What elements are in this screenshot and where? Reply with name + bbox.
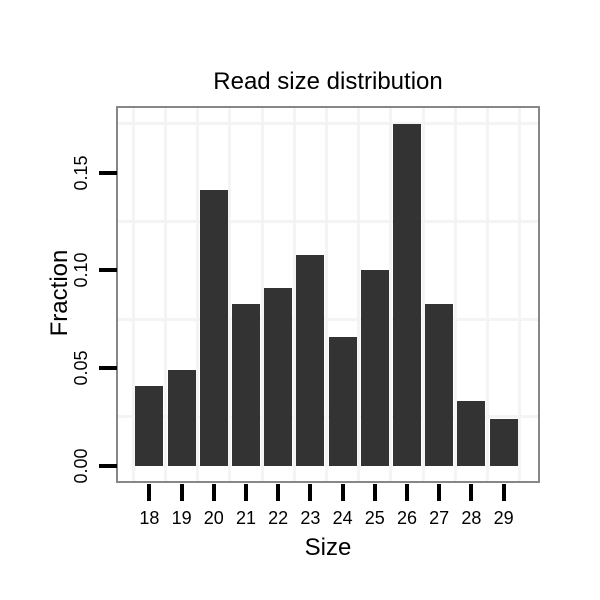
gridline-horizontal: [118, 220, 538, 224]
bar-size-20: [199, 190, 228, 466]
y-tick: [99, 463, 117, 468]
x-tick-label: 21: [235, 508, 257, 528]
x-tick: [340, 484, 345, 501]
x-tick: [405, 484, 409, 501]
bar-size-21: [232, 303, 260, 466]
gridline-vertical: [453, 108, 457, 481]
x-tick: [244, 484, 248, 501]
x-tick: [211, 484, 216, 501]
bar-size-22: [264, 287, 293, 466]
bar-size-23: [296, 254, 325, 466]
gridline-horizontal: [118, 317, 538, 321]
y-tick-label: 0.10: [71, 252, 91, 288]
gridline-vertical: [486, 108, 489, 481]
y-tick-label: 0.05: [71, 350, 91, 386]
chart-title: Read size distribution: [213, 68, 443, 95]
x-axis-label: Size: [304, 534, 352, 561]
x-tick-label: 27: [429, 508, 450, 528]
x-tick: [147, 484, 152, 501]
x-tick: [437, 484, 442, 501]
y-tick: [99, 268, 117, 273]
x-tick-label: 25: [364, 508, 385, 528]
x-tick: [469, 484, 474, 501]
gridline-vertical: [389, 108, 393, 481]
gridline-vertical: [131, 108, 135, 481]
x-tick-label: 24: [332, 508, 353, 528]
x-tick-label: 20: [203, 508, 224, 528]
x-tick-label: 29: [493, 508, 514, 528]
x-tick: [276, 484, 281, 501]
x-tick-label: 18: [139, 508, 160, 528]
x-tick-label: 28: [461, 508, 482, 528]
x-tick: [501, 484, 506, 501]
x-tick-label: 22: [268, 508, 289, 528]
gridline-vertical: [228, 108, 232, 481]
gridline-vertical: [357, 108, 361, 481]
bar-size-29: [489, 418, 518, 466]
gridline-vertical: [292, 108, 296, 481]
gridline-horizontal: [118, 122, 538, 126]
y-tick: [99, 170, 117, 175]
gridline-horizontal: [118, 415, 538, 419]
bar-size-18: [135, 385, 164, 466]
gridline-vertical: [421, 108, 425, 481]
bar-size-26: [393, 123, 421, 466]
x-tick: [308, 484, 313, 501]
y-axis-label: Fraction: [46, 249, 73, 337]
gridline-vertical: [164, 108, 167, 481]
gridline-vertical: [325, 108, 328, 481]
x-tick-label: 23: [300, 508, 321, 528]
x-tick: [179, 484, 184, 501]
x-tick: [372, 484, 377, 501]
plot-panel: [116, 106, 540, 483]
x-tick-label: 19: [171, 508, 192, 528]
bar-size-24: [328, 336, 357, 466]
bar-size-19: [167, 370, 196, 466]
bar-size-27: [425, 303, 454, 466]
x-tick-label: 26: [396, 508, 418, 528]
y-tick: [99, 366, 117, 371]
gridline-vertical: [260, 108, 264, 481]
gridline-vertical: [518, 108, 522, 481]
y-tick-label: 0.00: [71, 448, 91, 484]
gridline-vertical: [196, 108, 200, 481]
bar-size-28: [457, 401, 486, 466]
bar-size-25: [360, 270, 389, 466]
y-tick-label: 0.15: [71, 155, 91, 191]
